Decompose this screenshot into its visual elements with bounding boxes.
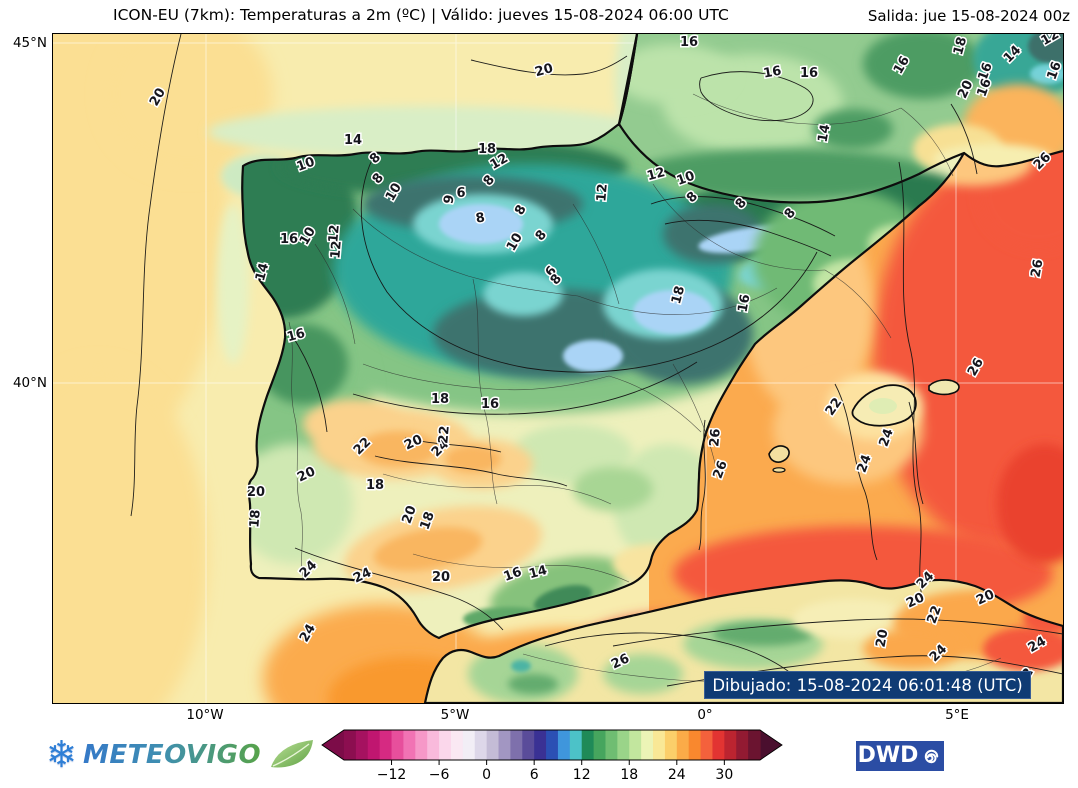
balearic-islands (768, 379, 960, 473)
contour-label: 9 (441, 194, 457, 206)
contour-label: 16 (680, 35, 698, 50)
contour-label: 16 (800, 66, 818, 81)
contour-label: 12 (328, 240, 345, 259)
contour-label: 18 (366, 478, 384, 493)
contour-label: 26 (1029, 258, 1047, 278)
lon-label: 5°E (945, 707, 969, 723)
lat-label: 40°N (12, 375, 47, 391)
contour-label: 18 (669, 284, 688, 305)
map-canvas: 20 20 16 16 16 14 16 18 20 16 16 14 12 16 14 10 8 8 18 12 12… (52, 33, 1064, 704)
contour-label: 16 (1045, 60, 1063, 82)
contour-label: 18 (951, 35, 970, 56)
contour-label: 16 (481, 397, 499, 412)
legend-tick-label: −6 (429, 767, 450, 783)
contour-label: 18 (431, 392, 449, 407)
temperature-colorbar: −12 −6 0 6 12 18 24 30 (318, 728, 790, 784)
model-run-label: Salida: jue 15-08-2024 00z (867, 7, 1070, 25)
contour-label: 12 (594, 183, 611, 202)
contour-label: 6 (456, 186, 465, 201)
legend-tick-label: 0 (482, 767, 491, 783)
dwd-spiral-icon (925, 749, 939, 763)
snowflake-icon: ❄ (46, 733, 78, 776)
contour-label: 12 (645, 165, 666, 184)
contour-label: 8 (475, 210, 487, 226)
contour-label: 18 (478, 142, 496, 157)
contour-label: 12 (326, 224, 343, 243)
legend-tick-label: −12 (377, 767, 407, 783)
lon-label: 5°W (440, 707, 470, 723)
drawn-timestamp-badge: Dibujado: 15-08-2024 06:01:48 (UTC) (704, 671, 1031, 699)
lon-label: 10°W (186, 707, 224, 723)
contour-label: 16 (762, 64, 782, 82)
contour-label: 16 (736, 293, 754, 313)
legend-tick-label: 12 (573, 767, 591, 783)
contour-label: 20 (432, 570, 450, 585)
meteovigo-wordmark: METEOVIGO (83, 740, 262, 770)
leaf-icon (271, 740, 314, 768)
dwd-wordmark: DWD (857, 743, 919, 768)
contour-label: 20 (874, 628, 892, 648)
contour-label: 14 (344, 133, 362, 148)
contour-label: 14 (527, 563, 548, 582)
contour-label: 22 (436, 425, 453, 444)
contour-label: 26 (707, 428, 724, 447)
lon-label: 0° (697, 707, 713, 723)
contour-label: 16 (280, 232, 298, 247)
lat-label: 45°N (12, 35, 47, 51)
contour-label: 14 (253, 261, 272, 282)
legend-tick-label: 30 (715, 767, 733, 783)
meteovigo-logo: ❄ METEOVIGO (46, 730, 315, 780)
contour-label: 20 (247, 485, 265, 500)
isotherm-contours (130, 34, 1063, 689)
contour-label: 16 (285, 326, 306, 345)
contour-label: 18 (247, 509, 264, 528)
contour-label: 20 (533, 61, 554, 80)
dwd-logo: DWD (856, 741, 944, 771)
page-title: ICON-EU (7km): Temperaturas a 2m (ºC) | … (113, 6, 729, 24)
legend-tick-label: 6 (530, 767, 539, 783)
contour-label: 14 (816, 123, 834, 143)
legend-tick-label: 24 (668, 767, 686, 783)
legend-tick-label: 18 (620, 767, 638, 783)
